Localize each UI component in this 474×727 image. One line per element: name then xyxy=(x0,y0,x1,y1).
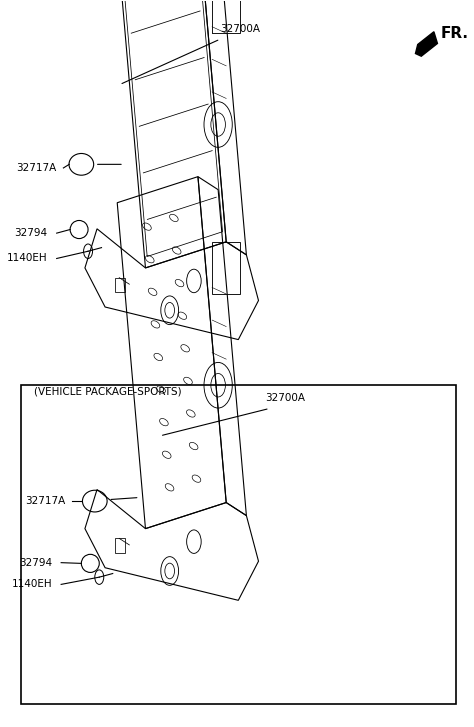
Text: 32794: 32794 xyxy=(19,558,52,568)
Text: 32700A: 32700A xyxy=(265,393,305,403)
Text: 32794: 32794 xyxy=(15,228,48,238)
Text: 32717A: 32717A xyxy=(26,496,65,506)
Bar xyxy=(115,278,125,292)
Text: FR.: FR. xyxy=(440,26,468,41)
Text: (VEHICLE PACKAGE-SPORTS): (VEHICLE PACKAGE-SPORTS) xyxy=(34,386,182,396)
Bar xyxy=(212,242,240,294)
Text: 1140EH: 1140EH xyxy=(11,579,52,590)
Text: 32717A: 32717A xyxy=(17,163,57,173)
FancyArrow shape xyxy=(416,32,438,56)
Bar xyxy=(21,385,456,704)
Bar xyxy=(212,0,240,33)
Text: 1140EH: 1140EH xyxy=(7,254,48,263)
Bar xyxy=(115,539,125,553)
Text: 32700A: 32700A xyxy=(220,24,261,34)
